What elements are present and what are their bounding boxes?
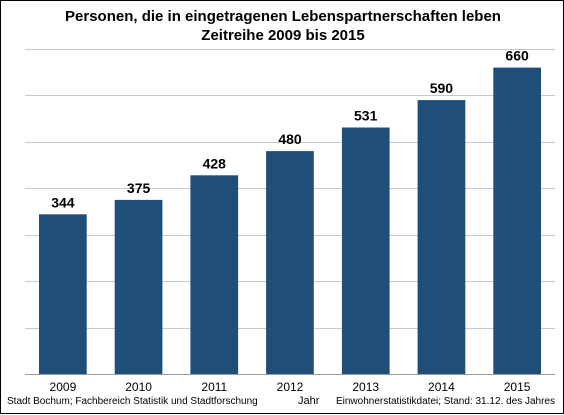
x-axis-label: Jahr (298, 395, 320, 407)
x-tick-2009: 2009 (50, 380, 77, 394)
data-label-2014: 590 (430, 80, 454, 96)
data-label-2009: 344 (51, 194, 75, 210)
bar-2010 (114, 199, 163, 374)
data-label-2013: 531 (354, 108, 378, 124)
bar-2009 (39, 214, 87, 374)
bar-2011 (190, 175, 239, 374)
chart-subtitle: Zeitreihe 2009 bis 2015 (201, 27, 365, 44)
data-label-2015: 660 (505, 48, 529, 64)
x-tick-labels: 2009 2010 2011 2012 2013 2014 2015 (50, 380, 531, 394)
source-right: Einwohnerstatistikdatei; Stand: 31.12. d… (335, 396, 555, 407)
data-label-2010: 375 (127, 180, 151, 196)
chart-title: Personen, die in eingetragenen Lebenspar… (65, 8, 501, 25)
bars (39, 67, 541, 374)
bar-2012 (266, 151, 314, 374)
bar-2014 (417, 100, 466, 374)
data-label-2012: 480 (278, 131, 302, 147)
bar-2013 (341, 127, 390, 374)
x-tick-2015: 2015 (504, 380, 531, 394)
x-tick-2012: 2012 (277, 380, 304, 394)
x-tick-2011: 2011 (201, 380, 227, 394)
x-tick-2013: 2013 (352, 380, 379, 394)
bar-2015 (493, 67, 541, 374)
gridlines (25, 49, 555, 375)
source-left: Stadt Bochum; Fachbereich Statistik und … (7, 396, 258, 407)
chart-title-block: Personen, die in eingetragenen Lebenspar… (1, 7, 564, 45)
data-label-2011: 428 (203, 155, 227, 171)
x-tick-2014: 2014 (428, 380, 455, 394)
data-labels: 344 375 428 480 531 590 660 (51, 48, 529, 211)
x-tick-2010: 2010 (125, 380, 152, 394)
